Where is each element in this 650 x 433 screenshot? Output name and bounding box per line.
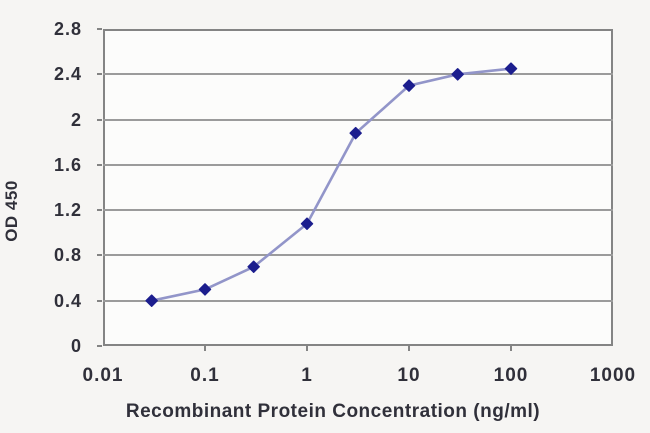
y-tick-label: 2.4 [53,64,82,85]
y-tick-label: 0.4 [53,290,82,311]
x-tick-mark [510,346,512,351]
y-tick-mark [97,209,102,212]
data-point [451,68,464,81]
data-point [300,217,314,230]
y-tick-mark [97,28,102,30]
gridline-y [103,209,613,212]
data-point [349,126,362,140]
x-tick-label: 100 [493,365,529,386]
y-tick-label: 2.8 [53,19,82,39]
gridline-y [103,163,613,166]
data-point [198,283,212,296]
x-tick-mark [204,346,206,351]
x-tick-label: 0.01 [82,365,124,386]
y-tick-mark [97,163,102,166]
trend-line [151,67,512,302]
y-tick-label: 1.6 [53,154,82,175]
gridline-y [103,254,613,257]
y-tick-label: 0 [70,336,82,356]
x-tick-mark [408,346,410,351]
y-tick-label: 0.8 [53,245,82,266]
x-tick-label: 1000 [589,365,637,386]
y-tick-mark [97,345,102,347]
y-tick-label: 1.2 [53,200,82,221]
gridline-y [103,73,613,76]
data-point [402,79,416,92]
data-point [504,62,518,75]
y-tick-mark [97,254,102,257]
x-tick-label: 10 [397,365,421,386]
y-tick-mark [97,73,102,76]
y-tick-mark [97,118,102,121]
data-point [145,294,158,307]
x-tick-label: 1 [301,365,313,386]
y-tick-label: 2 [70,109,82,130]
gridline-y [103,118,613,121]
x-tick-label: 0.1 [190,365,220,386]
x-tick-mark [306,346,308,351]
y-tick-mark [97,299,102,302]
gridline-y [103,299,613,302]
x-axis-title: Recombinant Protein Concentration (ng/ml… [125,401,541,422]
data-point [247,260,260,273]
